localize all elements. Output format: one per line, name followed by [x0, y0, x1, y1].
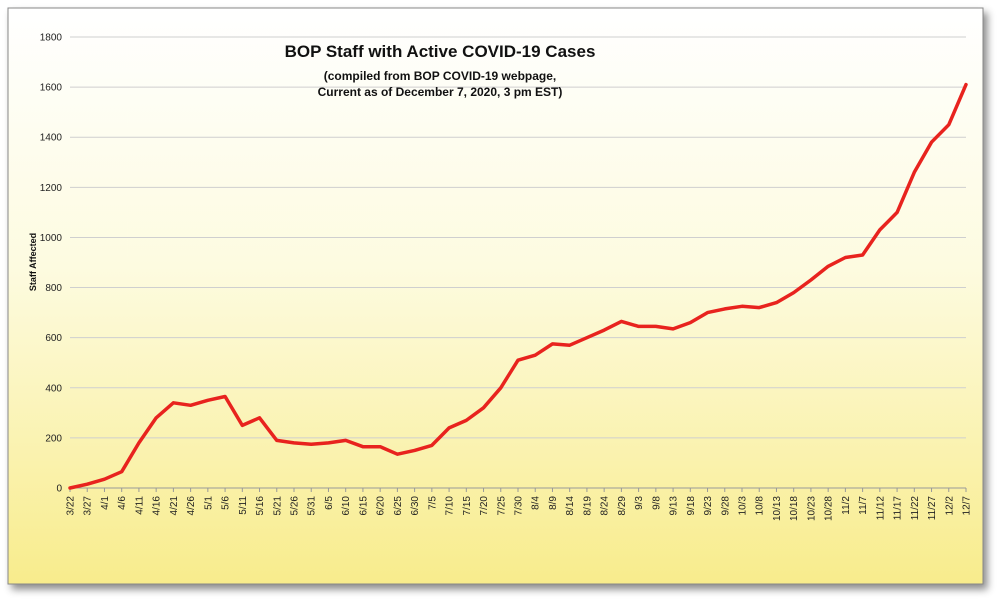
x-tick-label: 5/11	[238, 496, 249, 515]
x-tick-label: 10/13	[772, 496, 783, 521]
x-tick-label: 11/17	[893, 496, 904, 521]
x-tick-label: 6/5	[324, 496, 335, 510]
x-tick-label: 8/9	[548, 496, 559, 510]
chart-subtitle: (compiled from BOP COVID-19 webpage,	[324, 69, 557, 83]
x-tick-label: 4/11	[134, 496, 145, 515]
y-tick-label: 1000	[40, 233, 63, 244]
x-tick-label: 5/1	[203, 496, 214, 510]
x-tick-label: 5/21	[272, 496, 283, 516]
x-tick-label: 8/4	[531, 496, 542, 510]
x-tick-label: 5/16	[255, 496, 266, 516]
x-tick-label: 3/22	[66, 496, 77, 516]
x-tick-label: 4/6	[117, 496, 128, 510]
x-tick-label: 6/15	[358, 496, 369, 516]
data-line	[68, 82, 968, 490]
x-tick-label: 6/25	[393, 496, 404, 516]
x-tick-label: 9/8	[651, 496, 662, 510]
y-tick-label: 1800	[40, 33, 63, 44]
y-tick-label: 600	[45, 333, 62, 344]
y-tick-label: 1400	[40, 133, 63, 144]
x-tick-label: 5/26	[290, 496, 301, 516]
x-tick-label: 7/5	[427, 496, 438, 510]
x-tick-label: 7/15	[462, 496, 473, 516]
x-tick-label: 10/18	[789, 496, 800, 521]
x-tick-label: 10/8	[755, 496, 766, 516]
chart-title: BOP Staff with Active COVID-19 Cases	[285, 42, 596, 61]
x-tick-label: 10/3	[738, 496, 749, 516]
x-tick-label: 12/7	[962, 496, 973, 516]
x-tick-label: 6/20	[376, 496, 387, 516]
x-tick-label: 4/21	[169, 496, 180, 516]
x-tick-label: 8/29	[617, 496, 628, 516]
x-tick-label: 9/18	[686, 496, 697, 516]
x-tick-label: 7/25	[496, 496, 507, 516]
y-tick-label: 400	[45, 383, 62, 394]
x-tick-label: 7/20	[479, 496, 490, 516]
x-tick-label: 7/30	[514, 496, 525, 516]
y-tick-label: 1200	[40, 183, 63, 194]
chart-subtitle: Current as of December 7, 2020, 3 pm EST…	[318, 85, 563, 99]
x-tick-label: 9/23	[703, 496, 714, 516]
x-tick-label: 11/27	[927, 496, 938, 521]
x-tick-label: 9/3	[634, 496, 645, 510]
x-tick-label: 4/16	[152, 496, 163, 516]
x-tick-label: 6/30	[410, 496, 421, 516]
y-tick-label: 1600	[40, 83, 63, 94]
x-tick-label: 11/7	[858, 496, 869, 515]
x-tick-label: 9/28	[720, 496, 731, 516]
x-tick-label: 3/27	[83, 496, 94, 516]
x-tick-label: 10/28	[824, 496, 835, 521]
x-tick-label: 6/10	[341, 496, 352, 516]
y-tick-label: 800	[45, 283, 62, 294]
y-tick-label: 200	[45, 433, 62, 444]
plot-area: 0 200 400 600 800 1000 1200 1400 1600 1800 3/22 3/2…	[40, 33, 973, 522]
x-tick-label: 12/2	[944, 496, 955, 516]
x-tick-label: 8/14	[565, 496, 576, 516]
y-axis-label: Staff Affected	[28, 233, 38, 291]
x-tick-label: 7/10	[445, 496, 456, 516]
x-tick-label: 8/24	[600, 496, 611, 516]
x-tick-label: 10/23	[806, 496, 817, 521]
x-tick-label: 4/1	[100, 496, 111, 510]
y-tick-label: 0	[56, 484, 62, 495]
x-tick-label: 4/26	[186, 496, 197, 516]
x-tick-label: 9/13	[669, 496, 680, 516]
x-tick-label: 5/6	[221, 496, 232, 510]
x-tick-label: 8/19	[582, 496, 593, 516]
x-tick-label: 11/22	[910, 496, 921, 521]
x-tick-label: 5/31	[307, 496, 318, 516]
x-tick-label: 11/2	[841, 496, 852, 515]
x-tick-label: 11/12	[875, 496, 886, 521]
